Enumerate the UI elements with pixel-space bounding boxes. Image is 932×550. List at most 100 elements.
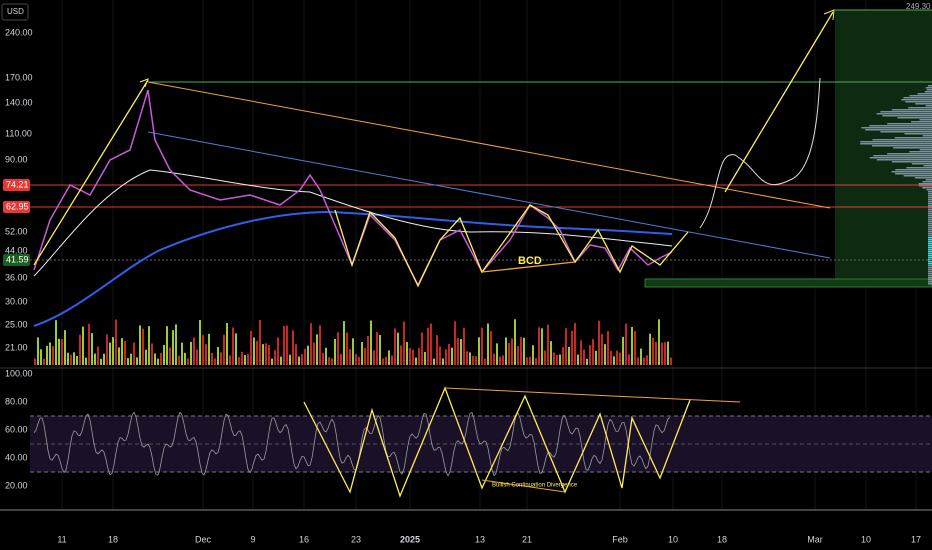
volume-bar: [91, 333, 93, 365]
volume-bar: [472, 355, 474, 365]
volume-bar: [316, 334, 318, 365]
volume-bar: [352, 338, 354, 365]
volume-bar: [277, 337, 279, 365]
profile-bar: [928, 245, 932, 247]
volume-bar: [457, 337, 459, 365]
profile-bar: [928, 193, 932, 195]
volume-bar: [442, 358, 444, 365]
rsi-tick-label: 100.00: [5, 368, 33, 378]
volume-bar: [331, 358, 333, 365]
volume-bar: [127, 358, 129, 365]
volume-bar: [406, 342, 408, 365]
volume-bar: [421, 332, 423, 365]
price-badge: [3, 201, 30, 213]
volume-bar: [397, 332, 399, 365]
volume-bar: [511, 338, 513, 365]
profile-bar: [928, 243, 932, 245]
volume-bar: [130, 353, 132, 365]
volume-bar: [253, 337, 255, 365]
volume-bar: [445, 349, 447, 365]
profile-bar: [909, 151, 932, 153]
price-tick-label: 240.00: [5, 27, 33, 37]
volume-bar: [385, 356, 387, 365]
volume-bar: [124, 340, 126, 365]
volume-bar: [361, 341, 363, 365]
volume-bar: [106, 334, 108, 365]
profile-bar: [887, 153, 932, 155]
volume-bar: [364, 347, 366, 365]
volume-bar: [592, 338, 594, 365]
price-badge-label: 41.59: [6, 254, 29, 264]
volume-bar: [478, 337, 480, 365]
volume-bar: [562, 347, 564, 365]
volume-bar: [166, 326, 168, 365]
volume-bar: [100, 358, 102, 365]
volume-bar: [49, 342, 51, 365]
arrow-line: [724, 11, 834, 193]
rsi-zigzag: [303, 386, 691, 498]
profile-bar: [928, 237, 932, 239]
volume-bar: [340, 353, 342, 365]
volume-bar: [133, 342, 135, 365]
profile-bar: [928, 199, 932, 201]
volume-bar: [610, 350, 612, 365]
arrow-line: [33, 79, 149, 266]
volume-bar: [64, 330, 66, 365]
volume-bar: [532, 345, 534, 365]
volume-bar: [475, 356, 477, 365]
volume-bar: [148, 326, 150, 365]
volume-bar: [586, 358, 588, 365]
volume-bar: [94, 353, 96, 365]
volume-bar: [46, 345, 48, 365]
profile-bar: [928, 257, 932, 259]
volume-bar: [142, 328, 144, 365]
profile-bar: [925, 179, 932, 181]
profile-bar: [928, 247, 932, 249]
price-tick-label: 170.00: [5, 72, 33, 82]
profile-bar: [895, 173, 932, 175]
profile-bar: [903, 175, 932, 177]
volume-bar: [292, 330, 294, 365]
volume-bar: [268, 345, 270, 365]
volume-bar: [337, 332, 339, 365]
volume-bar: [454, 321, 456, 365]
volume-bar: [358, 356, 360, 365]
volume-bar: [430, 323, 432, 365]
volume-bar: [157, 358, 159, 365]
profile-bar: [928, 211, 932, 213]
volume-bar: [637, 357, 639, 365]
volume-bar: [139, 325, 141, 365]
moving-average: [33, 169, 673, 277]
volume-bar: [223, 334, 225, 365]
volume-bar: [256, 340, 258, 365]
profile-bar: [928, 223, 932, 225]
profile-bar: [928, 241, 932, 243]
profile-bar: [876, 159, 932, 161]
profile-bar: [882, 115, 932, 117]
volume-bar: [646, 355, 648, 365]
volume-bar: [247, 353, 249, 365]
volume-bar: [208, 333, 210, 365]
volume-bar: [175, 324, 177, 365]
rsi-axis: 100.00 80.00 60.00 40.00 20.00: [5, 368, 33, 490]
volume-bar: [295, 344, 297, 365]
volume-bar: [502, 355, 504, 365]
profile-bar: [928, 253, 932, 255]
volume-bar: [424, 351, 426, 365]
rsi-tick-label: 60.00: [5, 424, 28, 434]
profile-bar: [928, 233, 932, 235]
volume-bar: [112, 337, 114, 365]
profile-bar: [922, 135, 932, 137]
volume-bar: [613, 356, 615, 365]
volume-bar: [436, 335, 438, 365]
time-tick-label: 18: [717, 534, 727, 544]
time-tick-label: Dec: [195, 534, 212, 544]
volume-bar: [43, 358, 45, 365]
volume-bar: [403, 321, 405, 365]
volume-bar: [217, 347, 219, 365]
profile-bar: [919, 119, 932, 121]
volume-bar: [634, 331, 636, 365]
profile-bar: [928, 283, 932, 285]
arrow-head: [823, 9, 835, 21]
volume-bar: [304, 348, 306, 365]
